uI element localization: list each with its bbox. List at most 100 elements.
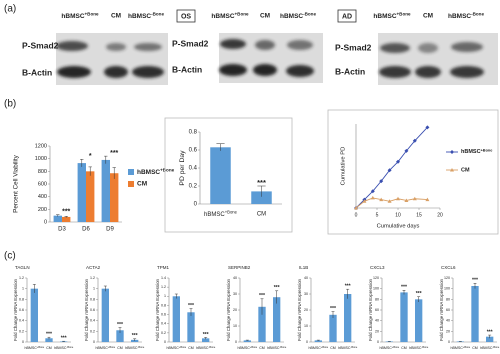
y-tick-label: 20 xyxy=(375,329,379,333)
bar xyxy=(329,314,337,342)
y-tick-label: 1.2 xyxy=(90,276,95,280)
y-tick-label: 0 xyxy=(448,340,450,344)
y-axis-label: PD per Day xyxy=(179,150,186,186)
bar xyxy=(273,297,281,342)
blot-column-label: CM xyxy=(111,13,121,20)
y-tick-label: 0.2 xyxy=(90,329,95,333)
y-tick-label: 1 xyxy=(22,287,24,291)
panel-label: (a) xyxy=(4,4,16,15)
line xyxy=(355,127,428,209)
y-tick-label: 1000 xyxy=(35,156,47,162)
y-tick-label: 1 xyxy=(93,287,95,291)
bar xyxy=(471,286,479,342)
legend-marker xyxy=(450,168,454,172)
y-tick-label: 400 xyxy=(38,194,47,200)
blot-band xyxy=(451,42,483,52)
y-tick-label: 0 xyxy=(306,340,308,344)
chart-title: CXCL3 xyxy=(370,265,385,270)
point xyxy=(425,125,430,130)
blot-band xyxy=(219,64,247,76)
chart-title: ACTA2 xyxy=(86,265,101,270)
y-tick-label: 0.6 xyxy=(19,308,24,312)
bar xyxy=(131,339,139,342)
significance-mark: *** xyxy=(117,322,123,328)
y-tick-label: 30 xyxy=(304,292,308,296)
point xyxy=(379,179,384,184)
significance-mark: *** xyxy=(401,285,407,291)
significance-mark: *** xyxy=(110,150,118,157)
blot-band xyxy=(380,43,410,53)
bar xyxy=(243,340,251,342)
x-tick-label: D9 xyxy=(106,227,114,233)
blot-band xyxy=(104,66,128,78)
y-tick-label: 0 xyxy=(377,340,379,344)
y-axis-label: Fold Change mRNA Expression xyxy=(439,278,444,341)
y-tick-label: 20 xyxy=(233,308,237,312)
legend-marker xyxy=(450,150,454,154)
bar xyxy=(53,215,62,222)
significance-mark: *** xyxy=(259,293,265,299)
point xyxy=(354,206,358,210)
y-tick-label: 40 xyxy=(233,276,237,280)
y-tick-label: 80 xyxy=(375,297,379,301)
y-tick-label: 120 xyxy=(444,276,450,280)
x-tick-label: 5 xyxy=(376,212,379,218)
blot-band xyxy=(286,65,314,77)
x-tick-label: CM xyxy=(257,212,266,218)
blot-tag-box xyxy=(337,9,357,23)
significance-mark: *** xyxy=(487,329,493,335)
y-tick-label: 0 xyxy=(22,340,24,344)
bar xyxy=(258,306,266,342)
x-tick-label: D6 xyxy=(82,227,90,233)
blot-band xyxy=(56,41,88,51)
y-tick-label: 0.6 xyxy=(189,148,198,154)
blot-column-label: CM xyxy=(260,13,270,20)
x-tick-label: hBMSC-Bone xyxy=(267,346,287,350)
blot-band xyxy=(415,66,441,78)
blot-row-label: P-Smad2 xyxy=(22,40,59,50)
y-tick-label: 1.4 xyxy=(161,276,166,280)
point xyxy=(396,196,400,201)
significance-mark: *** xyxy=(203,332,209,338)
x-tick-label: hBMSC-Bone xyxy=(125,346,145,350)
y-axis-label: Fold Change mRNA Expression xyxy=(13,278,18,341)
y-tick-label: 0.8 xyxy=(19,297,24,301)
point xyxy=(412,196,417,201)
point xyxy=(404,148,409,153)
point xyxy=(362,199,367,203)
y-tick-label: 0.8 xyxy=(189,130,198,136)
legend-swatch xyxy=(128,181,134,187)
x-tick-label: hBMSC-Bone xyxy=(196,346,216,350)
significance-mark: *** xyxy=(62,209,70,216)
bar xyxy=(86,171,95,222)
chart-title: TAGLN xyxy=(15,265,30,270)
significance-mark: *** xyxy=(257,178,266,187)
blot-column-label: hBMSC+Bone xyxy=(211,12,249,20)
y-tick-label: 0 xyxy=(44,219,47,225)
bar xyxy=(187,312,195,342)
legend-swatch xyxy=(128,169,134,175)
panel-label: (b) xyxy=(4,99,16,110)
blot-band xyxy=(132,66,164,78)
y-axis-label: Fold Change mRNA Expression xyxy=(84,278,89,341)
blot-row-label: P-Smad2 xyxy=(335,42,372,52)
point xyxy=(387,168,392,173)
blot-column-label: hBMSC+Bone xyxy=(61,12,99,20)
y-tick-label: 100 xyxy=(444,287,450,291)
chart-frame xyxy=(164,117,293,233)
x-tick-label: hBMSC-Bone xyxy=(480,346,500,350)
x-tick-label: CM xyxy=(117,346,123,350)
blot-band xyxy=(106,43,126,51)
y-tick-label: 20 xyxy=(304,308,308,312)
blot-band xyxy=(379,66,411,78)
bar xyxy=(110,173,119,222)
x-tick-label: hBMSC+Bone xyxy=(308,346,328,350)
bar xyxy=(344,294,352,342)
significance-mark: *** xyxy=(472,278,478,284)
y-axis-label: Percent Cell Viability xyxy=(13,154,20,212)
chart-title: CXCL6 xyxy=(441,265,456,270)
x-tick-label: hBMSC+Bone xyxy=(95,346,115,350)
significance-mark: *** xyxy=(61,336,67,342)
x-tick-label: 15 xyxy=(416,212,422,218)
